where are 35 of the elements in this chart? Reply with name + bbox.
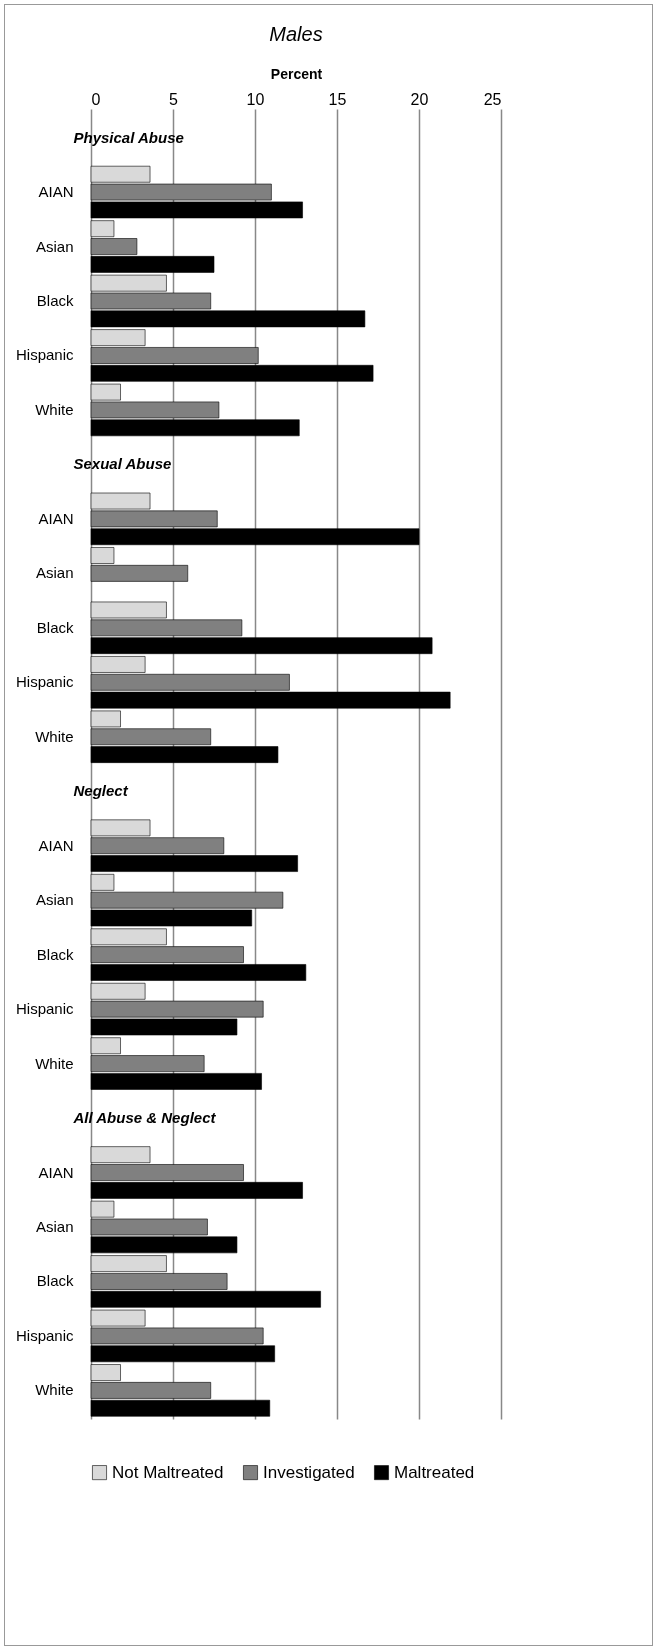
- legend-label: Maltreated: [394, 1462, 475, 1482]
- y-tick-label: Black: [36, 618, 74, 636]
- y-tick-label: AIAN: [38, 183, 74, 201]
- y-tick-label: AIAN: [38, 509, 74, 527]
- legend-label: Not Maltreated: [112, 1462, 224, 1482]
- y-tick-label: Black: [36, 1272, 74, 1290]
- y-tick-label: White: [35, 727, 74, 745]
- y-tick-label: Black: [36, 292, 74, 310]
- y-tick-label: Hispanic: [15, 346, 74, 364]
- chart-title: Males: [269, 23, 323, 45]
- y-tick-label: White: [35, 1054, 74, 1072]
- y-tick-label: Black: [36, 945, 74, 963]
- x-axis-title: Percent: [270, 65, 323, 82]
- y-tick-label: Asian: [35, 564, 74, 582]
- y-tick-label: AIAN: [38, 1163, 74, 1181]
- legend-label: Investigated: [263, 1462, 355, 1482]
- x-tick-label: 15: [328, 90, 347, 108]
- y-tick-label: Hispanic: [15, 673, 74, 691]
- y-tick-label: Asian: [35, 1217, 74, 1235]
- x-tick-label: 20: [410, 90, 429, 108]
- y-tick-label: Hispanic: [15, 1000, 74, 1018]
- y-tick-label: All Abuse & Neglect: [72, 1109, 217, 1127]
- y-tick-label: Asian: [35, 891, 74, 909]
- x-tick-label: 10: [246, 90, 265, 108]
- y-tick-label: Neglect: [73, 782, 129, 800]
- x-tick-label: 25: [483, 90, 502, 108]
- x-tick-label: 5: [169, 90, 179, 108]
- y-tick-label: Asian: [35, 237, 74, 255]
- y-tick-label: AIAN: [38, 836, 74, 854]
- y-tick-label: Physical Abuse: [73, 128, 184, 146]
- y-tick-label: White: [35, 400, 74, 418]
- y-tick-label: White: [35, 1381, 74, 1399]
- y-tick-label: Hispanic: [15, 1326, 74, 1344]
- x-tick-label: 0: [91, 90, 101, 108]
- y-tick-label: Sexual Abuse: [73, 455, 172, 473]
